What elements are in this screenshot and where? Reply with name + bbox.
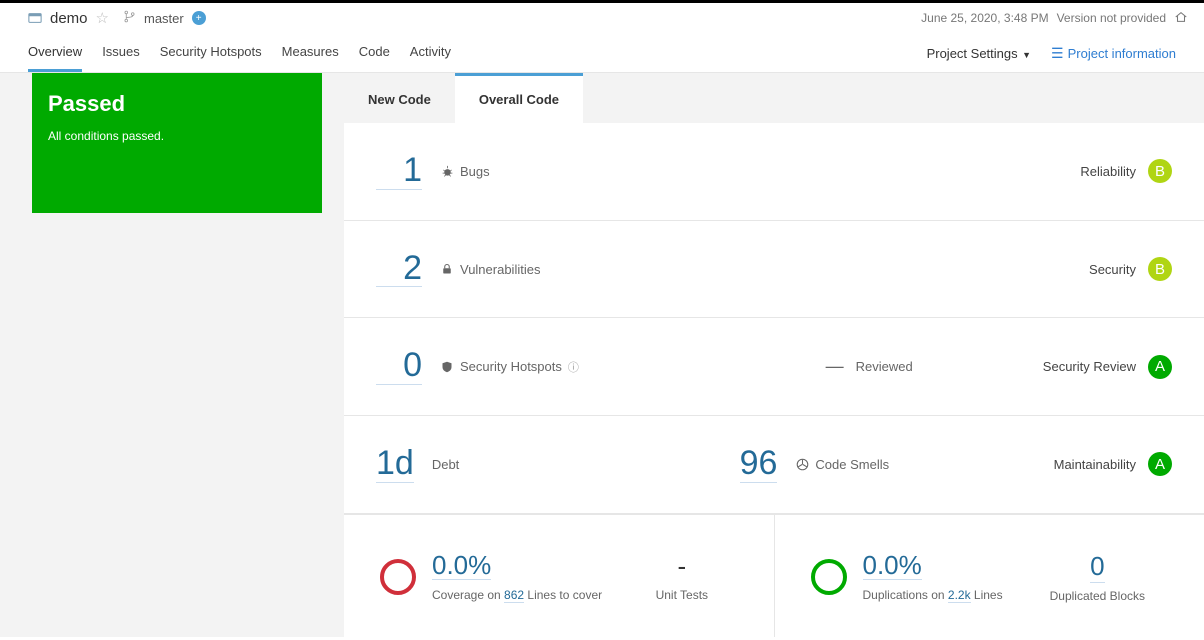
unit-tests-value: - [677, 551, 686, 582]
duplications-donut [811, 559, 847, 595]
duplicated-blocks-value[interactable]: 0 [1090, 551, 1104, 583]
help-icon[interactable]: ⓘ [568, 359, 579, 375]
branch-name[interactable]: master [144, 11, 184, 26]
quality-gate-card: Passed All conditions passed. [32, 73, 322, 213]
hotspots-label: Security Hotspots [460, 359, 562, 374]
bugs-label: Bugs [460, 164, 490, 179]
project-settings-dropdown[interactable]: Project Settings ▼ [927, 46, 1031, 61]
security-rating-badge[interactable]: B [1148, 257, 1172, 281]
metric-row-vulnerabilities: 2 Vulnerabilities Security B [344, 221, 1204, 319]
code-smells-count[interactable]: 96 [740, 446, 778, 483]
metrics-panel: 1 Bugs Reliability B 2 [344, 123, 1204, 637]
project-icon [28, 11, 42, 25]
analysis-date: June 25, 2020, 3:48 PM [921, 11, 1048, 25]
debt-label: Debt [432, 457, 459, 472]
coverage-lines-link[interactable]: 862 [504, 588, 524, 603]
bug-icon [440, 164, 454, 178]
duplicated-blocks-item: 0 Duplicated Blocks [1050, 551, 1145, 603]
coverage-cell: 0.0% Coverage on 862 Lines to cover - Un… [344, 515, 774, 637]
bugs-count[interactable]: 1 [376, 153, 422, 190]
add-branch-icon[interactable]: + [192, 11, 206, 25]
unit-tests-label: Unit Tests [656, 588, 708, 602]
security-review-rating-badge[interactable]: A [1148, 355, 1172, 379]
lock-icon [440, 262, 454, 276]
duplications-cell: 0.0% Duplications on 2.2k Lines 0 Duplic… [774, 515, 1204, 637]
coverage-percent[interactable]: 0.0% [432, 552, 491, 580]
maintainability-rating-badge[interactable]: A [1148, 452, 1172, 476]
reliability-rating-badge[interactable]: B [1148, 159, 1172, 183]
metric-row-maintainability: 1d Debt 96 Code Smells Maintainabil [344, 416, 1204, 514]
tab-overall-code[interactable]: Overall Code [455, 73, 583, 123]
maintainability-label: Maintainability [1054, 457, 1136, 472]
duplications-percent[interactable]: 0.0% [863, 552, 922, 580]
project-tabs: Overview Issues Security Hotspots Measur… [0, 34, 1204, 73]
security-review-label: Security Review [1043, 359, 1136, 374]
code-smells-label: Code Smells [815, 457, 889, 472]
version-text: Version not provided [1057, 11, 1166, 25]
vulnerabilities-count[interactable]: 2 [376, 251, 422, 288]
duplications-lines-link[interactable]: 2.2k [948, 588, 971, 603]
project-header: demo ☆ master + June 25, 2020, 3:48 PM V… [0, 3, 1204, 34]
quality-gate-status: Passed [48, 91, 306, 117]
tab-security-hotspots[interactable]: Security Hotspots [160, 34, 262, 72]
duplications-subline: Duplications on 2.2k Lines [863, 588, 1003, 602]
shield-icon [440, 360, 454, 374]
project-information-label: Project information [1068, 46, 1176, 61]
security-label: Security [1089, 262, 1136, 277]
code-tabs: New Code Overall Code [344, 73, 1204, 123]
tab-activity[interactable]: Activity [410, 34, 451, 72]
tab-overview[interactable]: Overview [28, 34, 82, 72]
metric-row-hotspots: 0 Security Hotspots ⓘ — Reviewed Securit… [344, 318, 1204, 416]
tab-new-code[interactable]: New Code [344, 73, 455, 123]
metric-row-bugs: 1 Bugs Reliability B [344, 123, 1204, 221]
hotspots-reviewed-label: Reviewed [856, 359, 913, 374]
quality-gate-subtitle: All conditions passed. [48, 129, 306, 143]
coverage-donut [380, 559, 416, 595]
list-icon: ☰ [1051, 45, 1064, 62]
unit-tests-item: - Unit Tests [656, 551, 708, 602]
project-name[interactable]: demo [50, 10, 88, 27]
tab-code[interactable]: Code [359, 34, 390, 72]
tab-issues[interactable]: Issues [102, 34, 140, 72]
reliability-label: Reliability [1080, 164, 1136, 179]
tab-measures[interactable]: Measures [282, 34, 339, 72]
vulnerabilities-label: Vulnerabilities [460, 262, 540, 277]
duplicated-blocks-label: Duplicated Blocks [1050, 589, 1145, 603]
hotspots-count[interactable]: 0 [376, 348, 422, 385]
home-icon[interactable] [1174, 10, 1188, 27]
code-smell-icon [795, 457, 809, 471]
coverage-duplications-row: 0.0% Coverage on 862 Lines to cover - Un… [344, 514, 1204, 637]
project-settings-label: Project Settings [927, 46, 1018, 61]
favorite-star-icon[interactable]: ☆ [96, 9, 109, 27]
coverage-subline: Coverage on 862 Lines to cover [432, 588, 602, 602]
hotspots-reviewed-value: — [826, 356, 842, 377]
debt-value[interactable]: 1d [376, 446, 414, 483]
project-information-link[interactable]: ☰ Project information [1051, 45, 1176, 62]
branch-icon [123, 10, 136, 26]
